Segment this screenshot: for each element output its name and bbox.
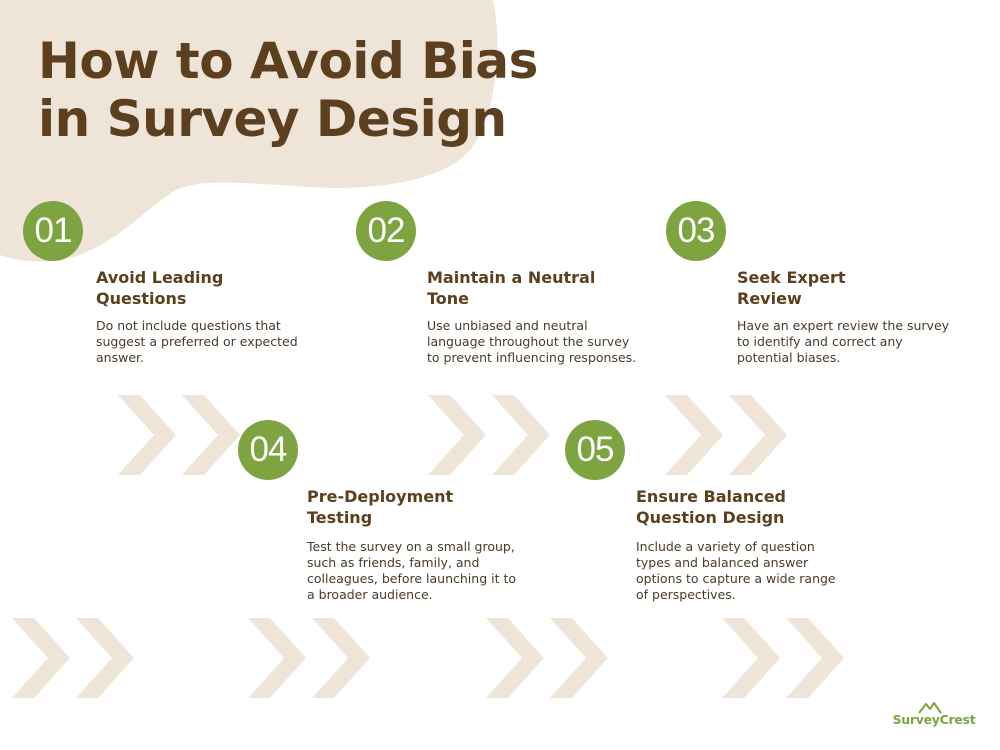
chevron-right-icon — [118, 395, 176, 475]
step-description-line: potential biases. — [737, 350, 841, 365]
step-description-line: a broader audience. — [307, 587, 433, 602]
step-description-line: of perspectives. — [636, 587, 736, 602]
step-description-line: Use unbiased and neutral — [427, 318, 588, 333]
chevron-right-icon — [76, 618, 134, 698]
step-title-line: Avoid Leading — [96, 268, 224, 287]
step-description: Test the survey on a small group, such a… — [307, 539, 516, 603]
step-description-line: language throughout the survey — [427, 334, 630, 349]
chevron-right-icon — [786, 618, 844, 698]
brand-logo: SurveyCrest — [888, 700, 980, 732]
chevron-right-icon — [428, 395, 486, 475]
page-title: How to Avoid Bias in Survey Design — [38, 32, 538, 148]
step-title: Maintain a Neutral Tone — [427, 267, 657, 309]
chevron-right-icon — [722, 618, 780, 698]
step-description-line: answer. — [96, 350, 144, 365]
step-description-line: options to capture a wide range — [636, 571, 836, 586]
step-title-line: Seek Expert — [737, 268, 846, 287]
step-number-badge: 04 — [238, 420, 298, 480]
chevron-right-icon — [729, 395, 787, 475]
step-title: Seek Expert Review — [737, 267, 967, 309]
brand-name: SurveyCrest — [892, 712, 976, 727]
step-title-line: Questions — [96, 289, 187, 308]
step-title: Ensure Balanced Question Design — [636, 486, 866, 528]
step-title-line: Tone — [427, 289, 470, 308]
step-title-line: Review — [737, 289, 802, 308]
step-description-line: such as friends, family, and — [307, 555, 480, 570]
step-number-badge: 02 — [356, 201, 416, 261]
chevron-right-icon — [248, 618, 306, 698]
step-number-badge: 05 — [565, 420, 625, 480]
step-description-line: Test the survey on a small group, — [307, 539, 515, 554]
chevron-right-icon — [492, 395, 550, 475]
title-line-1: How to Avoid Bias — [38, 32, 538, 90]
step-description-line: Do not include questions that — [96, 318, 281, 333]
step-description-line: colleagues, before launching it to — [307, 571, 516, 586]
mountain-icon — [918, 702, 942, 714]
step-description-line: Include a variety of question — [636, 539, 815, 554]
step-title-line: Maintain a Neutral — [427, 268, 596, 287]
step-number-badge: 03 — [666, 201, 726, 261]
step-description: Do not include questions that suggest a … — [96, 318, 298, 366]
step-description-line: to prevent influencing responses. — [427, 350, 637, 365]
step-description-line: Have an expert review the survey — [737, 318, 950, 333]
step-description-line: suggest a preferred or expected — [96, 334, 298, 349]
chevron-right-icon — [12, 618, 70, 698]
step-description: Have an expert review the survey to iden… — [737, 318, 949, 366]
step-title: Pre-Deployment Testing — [307, 486, 537, 528]
step-title-line: Question Design — [636, 508, 785, 527]
chevron-right-icon — [486, 618, 544, 698]
step-description-line: to identify and correct any — [737, 334, 903, 349]
chevron-right-icon — [665, 395, 723, 475]
chevron-right-icon — [550, 618, 608, 698]
step-description: Include a variety of question types and … — [636, 539, 836, 603]
step-description: Use unbiased and neutral language throug… — [427, 318, 636, 366]
step-title-line: Pre-Deployment — [307, 487, 454, 506]
chevron-right-icon — [182, 395, 240, 475]
step-title-line: Testing — [307, 508, 373, 527]
step-description-line: types and balanced answer — [636, 555, 809, 570]
step-title: Avoid Leading Questions — [96, 267, 326, 309]
step-number-badge: 01 — [23, 201, 83, 261]
title-line-2: in Survey Design — [38, 90, 507, 148]
chevron-right-icon — [312, 618, 370, 698]
step-title-line: Ensure Balanced — [636, 487, 786, 506]
